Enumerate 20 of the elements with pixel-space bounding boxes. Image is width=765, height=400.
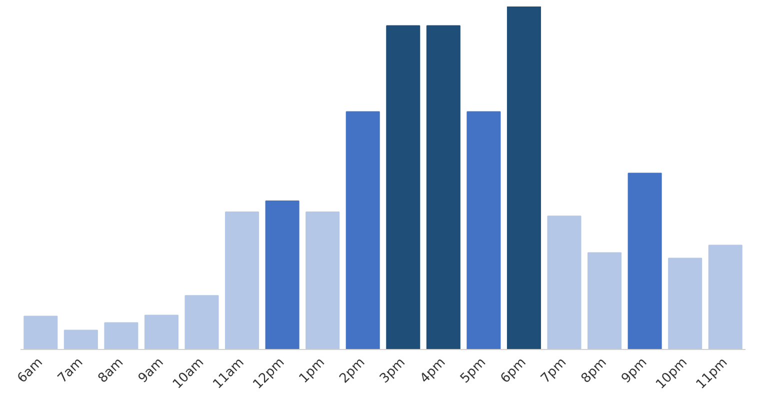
bar — [708, 244, 742, 350]
bar — [386, 25, 420, 350]
bar — [184, 295, 219, 350]
bar — [466, 111, 501, 350]
bar — [346, 111, 380, 350]
bar — [64, 330, 98, 350]
bar — [547, 216, 582, 350]
x-tick-label: 4pm — [417, 355, 449, 386]
bar — [426, 25, 460, 350]
bar — [668, 258, 702, 350]
bar — [588, 252, 622, 350]
bar — [225, 211, 260, 350]
bar — [306, 211, 340, 350]
bar — [265, 200, 300, 350]
bar — [628, 172, 662, 350]
bar — [144, 314, 178, 350]
bar — [24, 316, 58, 350]
bar — [506, 6, 541, 350]
bar — [104, 322, 138, 350]
x-tick-label: 6am — [14, 355, 46, 386]
